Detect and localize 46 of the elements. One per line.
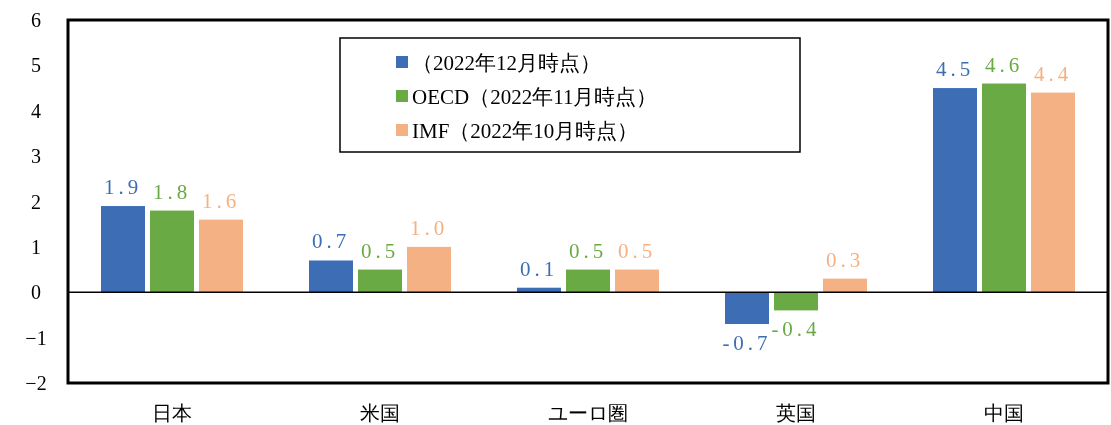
bar [309, 260, 353, 293]
data-label: 4.5 [935, 57, 975, 82]
data-label: 0.5 [617, 238, 657, 263]
x-tick-label: 中国 [984, 402, 1024, 424]
data-label: 0.3 [825, 247, 865, 272]
bar [1031, 92, 1075, 293]
legend-label: IMF（2022年10月時点） [412, 119, 639, 143]
data-label: 0.5 [360, 238, 400, 263]
data-label: 4.6 [984, 52, 1024, 77]
x-tick-label: 日本 [152, 402, 192, 424]
bar [823, 278, 867, 293]
y-tick-label: −2 [25, 372, 47, 394]
data-label: 1.6 [201, 188, 241, 213]
legend-label: （2022年12月時点） [412, 51, 601, 75]
y-tick-label: 6 [31, 9, 41, 31]
y-tick-label: 2 [31, 190, 41, 213]
data-label: 1.9 [103, 175, 143, 200]
y-tick-label: −1 [25, 326, 47, 349]
legend-label: OECD（2022年11月時点） [412, 85, 658, 109]
bar [199, 219, 243, 293]
bar [725, 292, 769, 325]
y-tick-label: 3 [31, 145, 41, 168]
y-tick-label: 5 [31, 54, 41, 77]
bar [982, 83, 1026, 293]
data-label: 1.8 [152, 179, 192, 204]
bar [407, 246, 451, 293]
data-label: 4.4 [1033, 61, 1073, 86]
data-label: 0.1 [519, 256, 559, 281]
y-tick-label: 4 [31, 99, 41, 122]
data-label: 0.7 [311, 229, 351, 254]
x-tick-label: 英国 [776, 402, 816, 424]
data-label: 0.5 [568, 238, 608, 263]
bar [933, 88, 977, 293]
bar [101, 206, 145, 293]
x-tick-label: 米国 [360, 402, 400, 424]
bar [358, 269, 402, 293]
data-label: -0.4 [771, 317, 821, 342]
data-label: 1.0 [409, 215, 449, 240]
data-label: -0.7 [722, 331, 772, 356]
bar [615, 269, 659, 293]
bar [566, 269, 610, 293]
bar [150, 210, 194, 293]
y-tick-label: 0 [31, 281, 41, 304]
x-tick-label: ユーロ圏 [548, 402, 628, 424]
bar [774, 292, 818, 311]
y-tick-label: 1 [31, 235, 41, 258]
